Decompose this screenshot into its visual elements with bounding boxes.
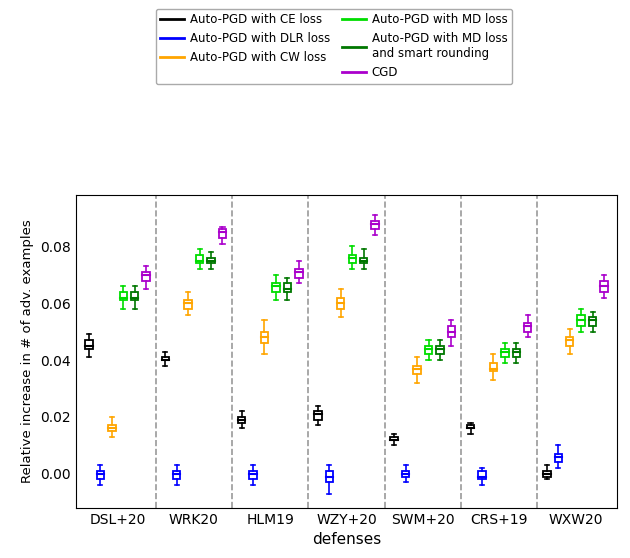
Bar	[219, 229, 226, 238]
Bar	[600, 281, 608, 292]
Bar	[524, 323, 532, 331]
Bar	[513, 349, 520, 357]
Bar	[120, 292, 127, 300]
Bar	[161, 357, 169, 360]
Legend: Auto-PGD with CE loss, Auto-PGD with DLR loss, Auto-PGD with CW loss, Auto-PGD w: Auto-PGD with CE loss, Auto-PGD with DLR…	[156, 9, 512, 84]
Bar	[589, 318, 597, 326]
Bar	[85, 340, 93, 349]
Bar	[314, 411, 321, 420]
Bar	[108, 425, 115, 431]
Bar	[249, 471, 257, 479]
Bar	[261, 331, 268, 343]
Bar	[173, 471, 180, 479]
Bar	[272, 283, 280, 292]
Bar	[554, 454, 562, 463]
Bar	[348, 255, 356, 263]
Bar	[238, 417, 245, 422]
X-axis label: defenses: defenses	[312, 532, 381, 547]
Bar	[96, 471, 104, 479]
Y-axis label: Relative increase in # of adv. examples: Relative increase in # of adv. examples	[21, 220, 35, 483]
Bar	[337, 297, 345, 309]
Bar	[501, 349, 508, 357]
Bar	[436, 346, 444, 354]
Bar	[467, 425, 474, 428]
Bar	[391, 437, 398, 440]
Bar	[478, 471, 486, 479]
Bar	[131, 292, 139, 300]
Bar	[402, 471, 410, 477]
Bar	[284, 283, 291, 292]
Bar	[566, 338, 573, 346]
Bar	[543, 471, 551, 477]
Bar	[448, 326, 455, 338]
Bar	[413, 365, 421, 374]
Bar	[360, 258, 367, 263]
Bar	[490, 363, 497, 372]
Bar	[372, 221, 379, 229]
Bar	[185, 300, 192, 309]
Bar	[142, 272, 150, 281]
Bar	[578, 315, 585, 326]
Bar	[196, 255, 203, 263]
Bar	[326, 471, 333, 482]
Bar	[207, 258, 215, 263]
Bar	[425, 346, 432, 354]
Bar	[295, 269, 302, 278]
